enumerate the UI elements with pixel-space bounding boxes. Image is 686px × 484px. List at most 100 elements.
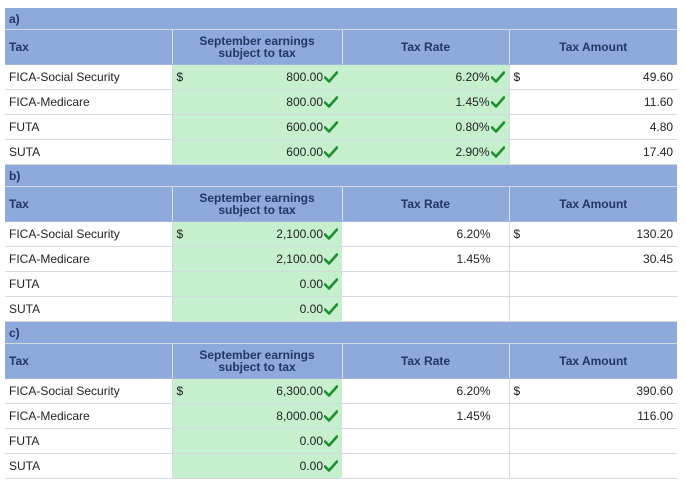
tax-amount-input[interactable]: $390.60 (509, 378, 678, 404)
section-label: c) (5, 321, 678, 344)
earnings-input[interactable]: $2,100.00 (172, 221, 342, 247)
tax-rate-value: 1.45% (456, 409, 491, 423)
tax-rate-input[interactable]: 6.20% (342, 221, 510, 247)
tax-amount-input[interactable]: $49.60 (509, 64, 678, 90)
earnings-input[interactable]: $6,300.00 (172, 378, 342, 404)
tax-amount-input[interactable]: $130.20 (509, 221, 678, 247)
earnings-value: 6,300.00 (276, 384, 323, 398)
amount-value: 116.00 (637, 409, 674, 423)
earnings-value: 2,100.00 (276, 227, 323, 241)
checkmark-icon (324, 71, 338, 83)
tax-amount-input[interactable]: 11.60 (509, 89, 678, 115)
amount-value: 30.45 (643, 252, 674, 266)
tax-rate-input[interactable] (342, 453, 510, 479)
earnings-input[interactable]: 600.00 (172, 114, 342, 140)
earnings-value: 8,000.00 (276, 409, 323, 423)
header-amount: Tax Amount (509, 186, 678, 222)
earnings-input[interactable]: 0.00 (172, 453, 342, 479)
checkmark-icon (324, 410, 338, 422)
earnings-input[interactable]: 600.00 (172, 139, 342, 165)
tax-name: FICA-Medicare (5, 403, 173, 429)
tax-amount-input[interactable] (509, 271, 678, 297)
tax-name: FICA-Medicare (5, 89, 173, 115)
header-rate: Tax Rate (342, 29, 510, 65)
amount-value: 49.60 (643, 70, 674, 84)
table-row: FICA-Social Security $6,300.00 6.20% $390.6… (5, 378, 678, 404)
section-label-row: a) (5, 8, 678, 30)
checkmark-icon (490, 146, 505, 158)
table-row: SUTA 0.00 (5, 296, 678, 322)
header-tax: Tax (5, 29, 173, 65)
header-earnings: September earnings subject to tax (172, 29, 343, 65)
checkmark-icon (324, 96, 338, 108)
table-row: FICA-Medicare 800.00 1.45% 11.60 (5, 89, 678, 115)
tax-rate-value: 6.20% (456, 384, 491, 398)
checkmark-icon (324, 228, 338, 240)
checkmark-icon (324, 278, 338, 290)
tax-amount-input[interactable]: 30.45 (509, 246, 678, 272)
earnings-input[interactable]: $800.00 (172, 64, 342, 90)
tax-amount-input[interactable]: 116.00 (509, 403, 678, 429)
header-tax: Tax (5, 186, 173, 222)
header-rate: Tax Rate (342, 186, 510, 222)
tax-name: FUTA (5, 428, 173, 454)
tax-name: FUTA (5, 114, 173, 140)
tax-rate-input[interactable] (342, 271, 510, 297)
tax-rate-input[interactable]: 1.45% (342, 403, 510, 429)
tax-amount-input[interactable]: 17.40 (509, 139, 678, 165)
tax-rate-input[interactable]: 2.90% (342, 139, 510, 165)
checkmark-icon (490, 96, 505, 108)
tax-rate-input[interactable]: 6.20% (342, 64, 510, 90)
amount-currency: $ (513, 227, 521, 241)
header-rate: Tax Rate (342, 343, 510, 379)
amount-value: 130.20 (636, 227, 674, 241)
checkmark-icon (490, 71, 505, 83)
earnings-value: 0.00 (299, 302, 323, 316)
earnings-input[interactable]: 0.00 (172, 428, 342, 454)
earnings-input[interactable]: 0.00 (172, 296, 342, 322)
earnings-input[interactable]: 800.00 (172, 89, 342, 115)
tax-rate-input[interactable]: 0.80% (342, 114, 510, 140)
tax-amount-input[interactable] (509, 453, 678, 479)
earnings-value: 600.00 (286, 120, 323, 134)
tax-rate-value: 0.80% (455, 120, 490, 134)
amount-currency: $ (513, 384, 521, 398)
section-label-row: b) (5, 164, 678, 187)
header-earnings: September earnings subject to tax (172, 186, 343, 222)
tax-rate-input[interactable]: 1.45% (342, 246, 510, 272)
header-earnings-line1: September earnings (199, 348, 315, 362)
tax-rate-input[interactable]: 6.20% (342, 378, 510, 404)
tax-amount-input[interactable]: 4.80 (509, 114, 678, 140)
header-earnings-line2: subject to tax (218, 46, 296, 60)
tax-name: SUTA (5, 296, 173, 322)
tax-name: SUTA (5, 453, 173, 479)
earnings-input[interactable]: 2,100.00 (172, 246, 342, 272)
tax-table: a) Tax September earnings subject to tax Tax… (5, 8, 678, 479)
earnings-currency: $ (176, 384, 184, 398)
earnings-currency: $ (176, 70, 184, 84)
earnings-currency: $ (176, 227, 184, 241)
table-row: FICA-Medicare 2,100.00 1.45% 30.45 (5, 246, 678, 272)
earnings-input[interactable]: 0.00 (172, 271, 342, 297)
header-earnings: September earnings subject to tax (172, 343, 343, 379)
tax-rate-input[interactable] (342, 428, 510, 454)
table-row: FICA-Social Security $2,100.00 6.20% $130.2… (5, 221, 678, 247)
tax-rate-value: 1.45% (455, 95, 490, 109)
earnings-input[interactable]: 8,000.00 (172, 403, 342, 429)
tax-amount-input[interactable] (509, 428, 678, 454)
tax-name: FICA-Social Security (5, 64, 173, 90)
tax-rate-input[interactable]: 1.45% (342, 89, 510, 115)
amount-value: 11.60 (643, 95, 674, 109)
tax-rate-input[interactable] (342, 296, 510, 322)
tax-name: FUTA (5, 271, 173, 297)
column-header-row: Tax September earnings subject to tax Tax R… (5, 29, 678, 65)
section-label-row: c) (5, 321, 678, 344)
tax-name: FICA-Medicare (5, 246, 173, 272)
earnings-value: 800.00 (286, 95, 323, 109)
amount-value: 4.80 (649, 120, 674, 134)
section-label: a) (5, 8, 678, 30)
header-earnings-line2: subject to tax (218, 360, 296, 374)
tax-amount-input[interactable] (509, 296, 678, 322)
tax-rate-value: 6.20% (455, 70, 490, 84)
table-row: FUTA 0.00 (5, 271, 678, 297)
